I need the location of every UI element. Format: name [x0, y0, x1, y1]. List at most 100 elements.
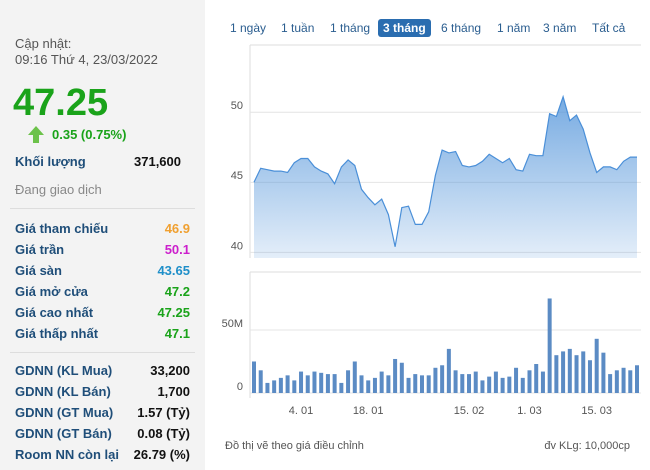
volume-bar — [413, 374, 418, 393]
volume-bar — [594, 338, 599, 393]
foreign-value: 0.08 (Tỷ) — [137, 426, 190, 441]
volume-bar — [406, 377, 411, 393]
volume-bar — [379, 371, 384, 393]
volume-bar — [265, 382, 270, 393]
volume-bar — [419, 375, 424, 393]
volume-bar — [493, 371, 498, 393]
price-line — [253, 94, 637, 247]
volume-label: Khối lượng — [15, 154, 86, 169]
volume-bar — [292, 380, 297, 393]
price-value: 47.1 — [164, 326, 190, 341]
y-tick-label: 40 — [231, 240, 243, 252]
volume-bar — [547, 298, 552, 393]
volume-bar — [426, 375, 431, 393]
foreign-label: Room NN còn lại — [15, 447, 120, 462]
y-tick-label: 50 — [231, 100, 243, 112]
volume-bar — [621, 367, 626, 393]
x-tick-label: 15. 02 — [454, 405, 485, 417]
volume-bar — [433, 367, 438, 393]
period-button[interactable]: 1 tuần — [281, 21, 315, 35]
price-value: 43.65 — [157, 263, 190, 278]
price-value: 50.1 — [164, 242, 190, 257]
period-button[interactable]: Tất cả — [592, 21, 626, 35]
foreign-value: 1.57 (Tỷ) — [137, 405, 190, 420]
volume-bar — [386, 375, 391, 393]
volume-bar — [514, 367, 519, 393]
price-label: Giá mở cửa — [15, 284, 88, 299]
period-button[interactable]: 6 tháng — [441, 21, 482, 35]
last-price: 47.25 — [13, 82, 109, 124]
volume-bar — [480, 380, 485, 393]
up-arrow — [28, 126, 44, 143]
period-button[interactable]: 1 ngày — [230, 21, 267, 35]
foreign-value: 33,200 — [150, 363, 190, 378]
price-label: Giá sàn — [15, 263, 62, 278]
volume-bar — [473, 371, 478, 393]
period-button[interactable]: 3 năm — [543, 21, 577, 35]
volume-bar — [554, 355, 559, 393]
volume-bar — [581, 351, 586, 393]
volume-bar — [339, 382, 344, 393]
foreign-label: GDNN (GT Bán) — [15, 426, 112, 441]
price-label: Giá thấp nhất — [15, 326, 99, 341]
volume-bar — [278, 377, 283, 393]
foreign-value: 1,700 — [157, 384, 190, 399]
volume-bar — [587, 360, 592, 393]
y-tick-label: 50M — [222, 318, 243, 330]
volume-bar — [305, 375, 310, 393]
x-tick-label: 4. 01 — [289, 405, 313, 417]
volume-bar — [399, 362, 404, 393]
price-change: 0.35 (0.75%) — [52, 127, 127, 142]
volume-bar — [500, 377, 505, 393]
volume-bar — [446, 348, 451, 393]
separator — [10, 352, 195, 353]
volume-bar — [540, 371, 545, 393]
period-button[interactable]: 1 năm — [497, 21, 531, 35]
volume-bar — [628, 370, 633, 393]
volume-bar — [635, 365, 639, 393]
period-button[interactable]: 1 tháng — [330, 21, 371, 35]
foreign-value: 26.79 (%) — [133, 447, 190, 462]
volume-bar — [312, 371, 317, 393]
price-value: 47.25 — [157, 305, 190, 320]
update-label: Cập nhật: — [15, 36, 72, 51]
volume-bar — [372, 377, 377, 393]
price-label: Giá cao nhất — [15, 305, 94, 320]
volume-bar — [608, 374, 613, 393]
volume-bar — [614, 370, 619, 393]
foreign-label: GDNN (KL Bán) — [15, 384, 111, 399]
volume-bar — [332, 374, 337, 393]
volume-bar — [325, 374, 330, 393]
volume-value: 371,600 — [134, 154, 181, 169]
volume-bar — [453, 370, 458, 393]
volume-bar — [285, 375, 290, 393]
x-tick-label: 1. 03 — [517, 405, 541, 417]
volume-bar — [258, 370, 263, 393]
volume-bar — [252, 361, 256, 393]
volume-bar — [319, 372, 324, 393]
status: Đang giao dịch — [15, 182, 102, 197]
volume-bar — [574, 355, 579, 393]
volume-bar — [567, 348, 572, 393]
volume-bar — [299, 371, 304, 393]
x-tick-label: 15. 03 — [581, 405, 612, 417]
volume-bar — [272, 380, 277, 393]
volume-bar — [440, 365, 445, 393]
volume-bar — [534, 364, 539, 393]
volume-bar — [359, 375, 364, 393]
volume-bar — [520, 377, 525, 393]
x-tick-label: 18. 01 — [353, 405, 384, 417]
footer-unit: đv KLg: 10,000cp — [544, 440, 630, 452]
y-tick-label: 45 — [231, 170, 243, 182]
volume-bar — [352, 361, 357, 393]
info-panel: Cập nhật: 09:16 Thứ 4, 23/03/2022 47.25 … — [0, 0, 205, 470]
price-label: Giá tham chiếu — [15, 221, 109, 236]
update-time: 09:16 Thứ 4, 23/03/2022 — [15, 52, 158, 67]
price-label: Giá trần — [15, 242, 65, 257]
price-value: 46.9 — [164, 221, 190, 236]
period-button[interactable]: 3 tháng — [378, 19, 431, 37]
foreign-label: GDNN (GT Mua) — [15, 405, 114, 420]
volume-bar — [527, 370, 532, 393]
